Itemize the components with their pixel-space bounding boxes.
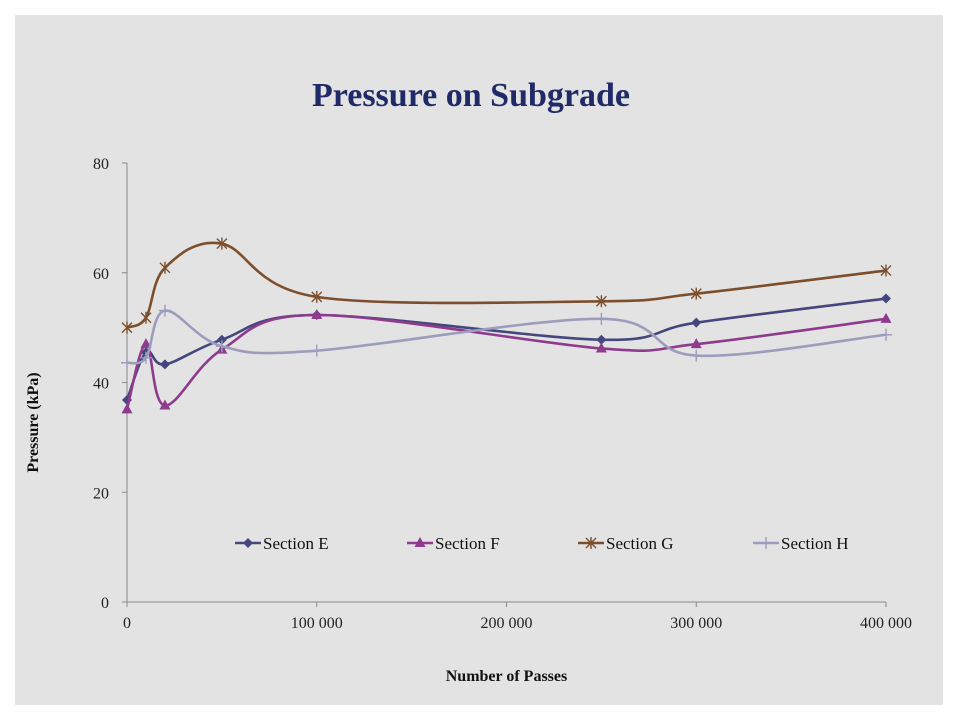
legend-marker bbox=[585, 537, 597, 549]
data-point bbox=[121, 356, 133, 369]
data-point bbox=[596, 334, 607, 345]
series-line bbox=[125, 297, 887, 401]
legend-item: Section F bbox=[407, 534, 500, 553]
data-point bbox=[140, 338, 152, 349]
series-line bbox=[126, 241, 887, 329]
data-point bbox=[158, 304, 171, 317]
data-point bbox=[881, 293, 891, 304]
axes: 0 20 40 60 80 0 100 000 200 000 300 000 400 000 bbox=[93, 156, 912, 632]
y-tick-label: 60 bbox=[93, 266, 109, 283]
data-point bbox=[595, 312, 608, 325]
y-tick-label: 80 bbox=[93, 156, 109, 173]
chart-title: Pressure on Subgrade bbox=[311, 77, 630, 114]
data-point bbox=[595, 295, 607, 308]
data-point bbox=[310, 344, 323, 357]
data-point bbox=[140, 311, 152, 324]
x-tick-label: 0 bbox=[123, 615, 131, 632]
data-point bbox=[880, 328, 892, 341]
y-tick-label: 20 bbox=[93, 485, 109, 502]
data-point bbox=[121, 403, 133, 414]
data-point bbox=[121, 321, 133, 334]
data-point bbox=[159, 399, 171, 410]
legend-label: Section G bbox=[606, 534, 674, 553]
data-point bbox=[880, 312, 892, 323]
series-section-g bbox=[121, 237, 892, 334]
x-tick-label: 200 000 bbox=[481, 615, 533, 632]
y-tick-label: 40 bbox=[93, 376, 109, 393]
legend-marker bbox=[243, 538, 253, 548]
legend-item: Section E bbox=[235, 534, 329, 553]
line-chart: 0 20 40 60 80 0 100 000 200 000 300 000 400 000 S… bbox=[25, 156, 912, 685]
legend-label: Section E bbox=[263, 534, 329, 553]
data-point bbox=[311, 309, 323, 320]
series-line bbox=[125, 313, 887, 410]
data-point bbox=[311, 290, 323, 303]
x-tick-label: 300 000 bbox=[670, 615, 722, 632]
data-point bbox=[880, 264, 892, 277]
data-point bbox=[159, 359, 170, 370]
legend-item: Section H bbox=[753, 534, 849, 553]
data-point bbox=[690, 338, 702, 349]
y-axis-title: Pressure (kPa) bbox=[25, 372, 42, 472]
data-point bbox=[215, 340, 228, 353]
y-tick-label: 0 bbox=[101, 595, 109, 612]
data-point bbox=[691, 317, 702, 328]
data-point bbox=[216, 334, 227, 345]
series-section-h bbox=[121, 304, 892, 369]
data-point bbox=[159, 261, 171, 274]
series-lines bbox=[121, 237, 892, 414]
legend-label: Section F bbox=[435, 534, 500, 553]
legend-marker bbox=[760, 537, 772, 549]
data-point bbox=[139, 351, 152, 364]
x-tick-label: 100 000 bbox=[291, 615, 343, 632]
data-point bbox=[690, 287, 702, 300]
legend-item: Section G bbox=[578, 534, 674, 553]
legend-label: Section H bbox=[781, 534, 849, 553]
data-point bbox=[216, 237, 228, 250]
x-axis-title: Number of Passes bbox=[446, 668, 567, 685]
x-tick-label: 400 000 bbox=[860, 615, 912, 632]
legend: Section E Section F Section G Section H bbox=[235, 534, 849, 553]
series-section-f bbox=[121, 309, 892, 414]
data-point bbox=[595, 342, 607, 353]
legend-marker bbox=[414, 537, 426, 547]
chart-area: Pressure on Subgrade 0 20 40 60 80 0 100 000 20… bbox=[15, 15, 943, 705]
data-point bbox=[690, 349, 703, 362]
